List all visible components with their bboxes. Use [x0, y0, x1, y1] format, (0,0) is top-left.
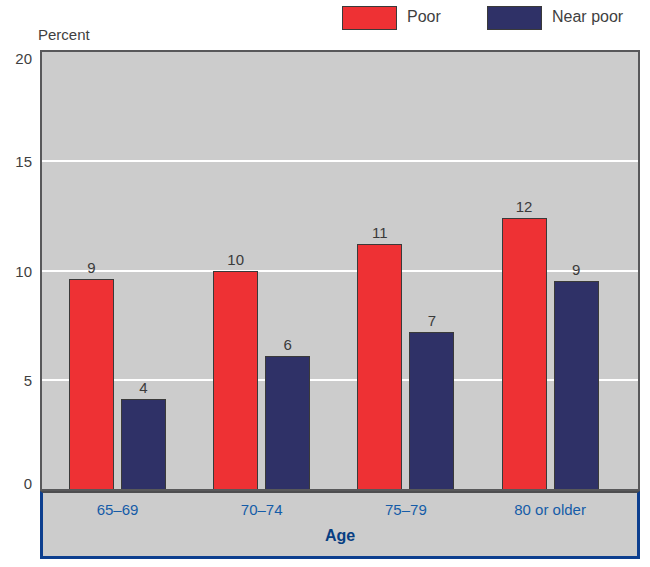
legend-label-near-poor: Near poor [552, 8, 623, 26]
bar-value-label: 12 [502, 198, 547, 215]
bar-poor [213, 271, 258, 490]
bar-near-poor [554, 281, 599, 489]
bar-poor [357, 244, 402, 489]
bar-value-label: 7 [409, 312, 454, 329]
y-tick-label: 15 [0, 153, 32, 170]
y-tick-label: 20 [0, 50, 32, 67]
gridline [42, 160, 638, 162]
bar-near-poor [409, 332, 454, 489]
legend-swatch-poor [342, 6, 397, 30]
x-tick-label: 70–74 [241, 501, 283, 518]
x-axis-title: Age [325, 527, 355, 545]
x-tick-label: 75–79 [385, 501, 427, 518]
poverty-bar-chart: Poor Near poor Percent 0 5 10 15 20 9 4 10 6 11 7… [0, 0, 650, 567]
bar-near-poor [121, 399, 166, 489]
y-axis-title: Percent [38, 26, 90, 43]
gridline [42, 270, 638, 272]
bar-value-label: 6 [265, 336, 310, 353]
bar-poor [502, 218, 547, 489]
bar-value-label: 11 [357, 224, 402, 241]
bar-poor [69, 279, 114, 489]
bar-value-label: 9 [554, 261, 599, 278]
plot-area: 9 4 10 6 11 7 12 9 [40, 50, 640, 491]
legend-swatch-near-poor [487, 6, 542, 30]
x-tick-label: 80 or older [514, 501, 586, 518]
bar-value-label: 10 [213, 251, 258, 268]
y-tick-label: 5 [0, 372, 32, 389]
y-tick-label: 10 [0, 263, 32, 280]
x-tick-label: 65–69 [97, 501, 139, 518]
bar-near-poor [265, 356, 310, 489]
x-axis-box: 65–69 70–74 75–79 80 or older Age [40, 491, 640, 559]
legend-label-poor: Poor [407, 8, 441, 26]
y-tick-label: 0 [0, 475, 32, 492]
bar-value-label: 4 [121, 379, 166, 396]
bar-value-label: 9 [69, 259, 114, 276]
